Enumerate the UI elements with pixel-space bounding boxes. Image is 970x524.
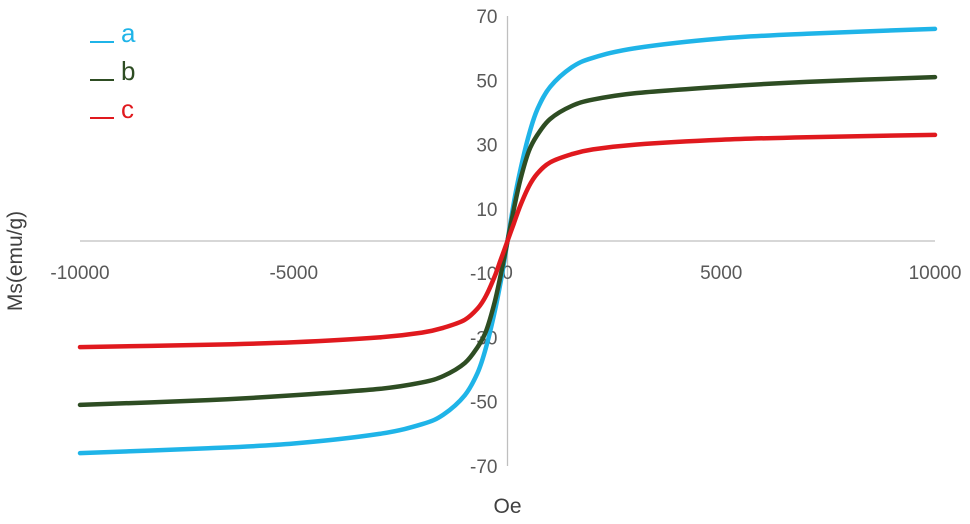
y-tick-label: 50 (476, 71, 497, 92)
legend-label-a: a (121, 18, 136, 48)
y-axis-label: Ms(emu/g) (4, 211, 27, 311)
legend-label-c: c (121, 94, 134, 124)
legend-label-b: b (121, 56, 135, 86)
y-tick-label: 30 (476, 136, 497, 157)
x-tick-label: -5000 (269, 263, 318, 284)
series-lines (77, 26, 938, 456)
series-line-c (77, 132, 938, 350)
y-tick-label: -50 (470, 393, 497, 414)
x-axis-label: Oe (493, 495, 521, 518)
y-tick-label: 70 (476, 7, 497, 28)
y-tick-label: -10 (470, 264, 497, 285)
x-tick-label: 0 (502, 263, 513, 284)
y-tick-label: -70 (470, 457, 497, 478)
x-tick-label: 10000 (909, 263, 962, 284)
x-tick-labels: -10000 -5000 0 5000 10000 (50, 263, 961, 284)
x-tick-label: 5000 (700, 263, 742, 284)
y-tick-label: 10 (476, 200, 497, 221)
x-tick-label: -10000 (50, 263, 109, 284)
legend: abc (90, 18, 136, 124)
